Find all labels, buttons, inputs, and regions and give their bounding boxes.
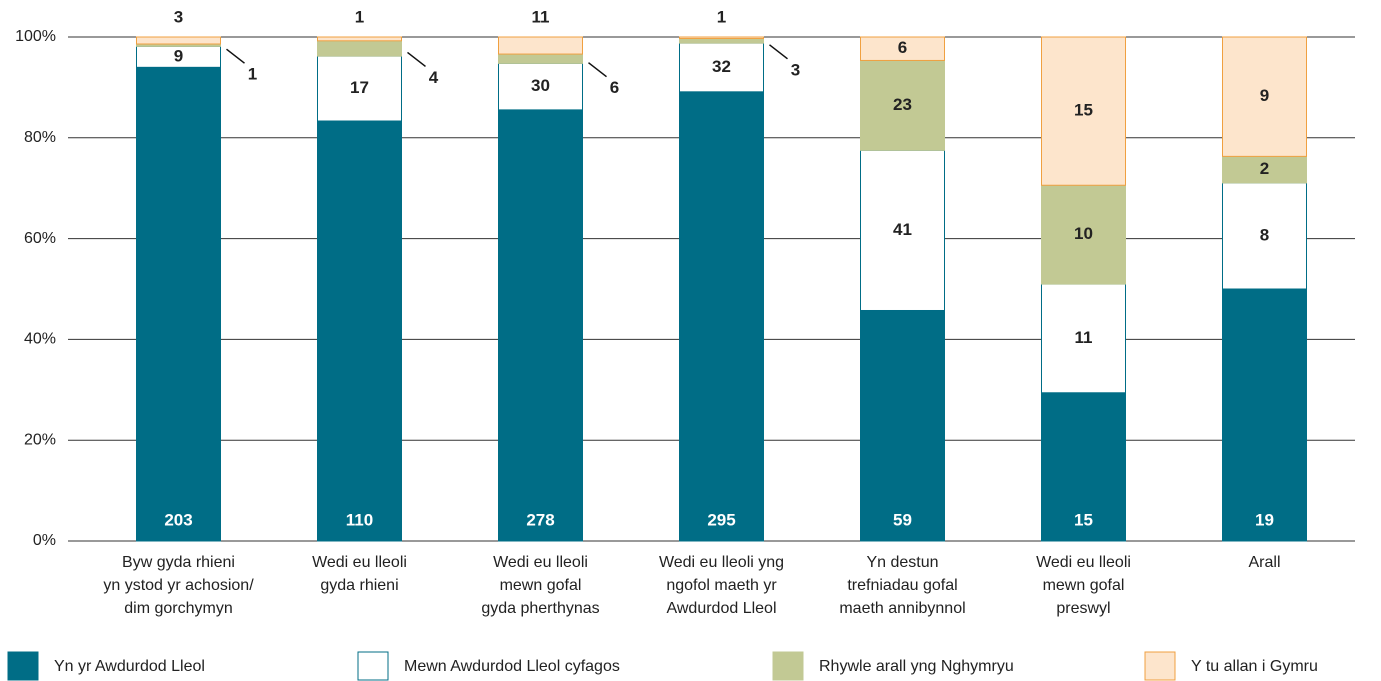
data-label: 3 <box>791 60 800 79</box>
data-label: 203 <box>164 510 192 529</box>
bar-segment <box>317 40 402 57</box>
legend-label: Mewn Awdurdod Lleol cyfagos <box>404 658 620 675</box>
bar-segment <box>1041 36 1126 186</box>
data-label: 9 <box>1260 86 1269 105</box>
data-label: 1 <box>248 65 257 84</box>
data-label: 19 <box>1255 510 1274 529</box>
data-label: 59 <box>893 510 912 529</box>
data-label: 11 <box>1075 328 1093 347</box>
legend-label: Yn yr Awdurdod Lleol <box>54 658 205 675</box>
x-tick-label: dim gorchymyn <box>124 600 232 617</box>
x-tick-label: mewn gofal <box>500 577 582 594</box>
legend-swatch <box>357 651 389 681</box>
y-tick-label: 40% <box>24 331 56 348</box>
bar-segment <box>498 109 583 542</box>
leader-line <box>588 62 607 78</box>
data-label: 32 <box>712 57 731 76</box>
bar-segment <box>679 42 764 93</box>
data-label: 8 <box>1260 225 1269 244</box>
x-tick-label: Wedi eu lleoli <box>1036 554 1131 571</box>
x-tick-label: mewn gofal <box>1043 577 1125 594</box>
bar-segment <box>317 120 402 542</box>
x-tick-label: Wedi eu lleoli <box>312 554 407 571</box>
x-tick-label: Wedi eu lleoli yng <box>659 554 784 571</box>
bar-segment <box>1222 182 1307 290</box>
data-label: 6 <box>898 38 907 57</box>
bar-segment <box>1222 288 1307 542</box>
data-label: 30 <box>531 76 550 95</box>
data-label: 278 <box>526 510 554 529</box>
data-label: 1 <box>355 7 364 26</box>
data-label: 6 <box>610 78 619 97</box>
legend-swatch <box>772 651 804 681</box>
bar-segment <box>1041 184 1126 285</box>
data-label: 1 <box>717 7 726 26</box>
x-tick-label: gyda rhieni <box>320 577 398 594</box>
bar-segment <box>860 149 945 311</box>
data-label: 110 <box>346 510 373 529</box>
data-label: 23 <box>893 95 912 114</box>
data-label: 295 <box>707 510 735 529</box>
y-tick-label: 0% <box>33 532 56 549</box>
bar-segment <box>860 309 945 542</box>
data-label: 17 <box>350 78 369 97</box>
y-tick-label: 80% <box>24 129 56 146</box>
y-tick-label: 100% <box>15 28 56 45</box>
data-label: 2 <box>1260 159 1269 178</box>
data-label: 3 <box>174 7 183 26</box>
bar-segment <box>860 59 945 151</box>
legend-label: Y tu allan i Gymru <box>1191 658 1318 675</box>
data-label: 9 <box>174 46 183 65</box>
bar-segment <box>860 36 945 61</box>
y-tick-label: 60% <box>24 230 56 247</box>
data-label: 41 <box>893 220 912 239</box>
data-label: 15 <box>1074 510 1093 529</box>
x-tick-label: ngofol maeth yr <box>666 577 777 594</box>
x-tick-label: Byw gyda rhieni <box>122 554 235 571</box>
data-label: 4 <box>429 68 439 87</box>
leader-line <box>769 44 788 60</box>
bar-segment <box>679 91 764 542</box>
y-tick-label: 20% <box>24 431 56 448</box>
x-tick-label: preswyl <box>1056 600 1110 617</box>
x-tick-label: Arall <box>1248 554 1280 571</box>
bar-segment <box>317 55 402 122</box>
bar-segment <box>1041 392 1126 542</box>
bar-segment <box>136 36 221 45</box>
x-tick-label: Awdurdod Lleol <box>666 600 776 617</box>
bar-segment <box>1041 283 1126 394</box>
bar-segment <box>136 66 221 542</box>
x-tick-label: maeth annibynnol <box>839 600 965 617</box>
bar-segment <box>498 36 583 55</box>
bar-segment <box>498 53 583 64</box>
x-tick-label: Yn destun <box>866 554 938 571</box>
leader-line <box>407 51 426 68</box>
bar-segment <box>679 38 764 44</box>
data-label: 11 <box>532 7 550 26</box>
data-label: 10 <box>1074 224 1093 243</box>
x-tick-label: trefniadau gofal <box>847 577 957 594</box>
x-tick-label: yn ystod yr achosion/ <box>103 577 254 594</box>
bar-segment <box>1222 155 1307 184</box>
data-label: 15 <box>1074 101 1093 120</box>
x-tick-label: Wedi eu lleoli <box>493 554 588 571</box>
legend-swatch <box>7 651 39 681</box>
leader-line <box>226 48 245 64</box>
bar-segment <box>317 36 402 42</box>
legend-label: Rhywle arall yng Nghymryu <box>819 658 1014 675</box>
bar-segment <box>679 36 764 40</box>
bar-segment <box>1222 36 1307 157</box>
legend-swatch <box>1144 651 1176 681</box>
x-tick-label: gyda pherthynas <box>481 600 599 617</box>
bar-segment <box>498 62 583 111</box>
